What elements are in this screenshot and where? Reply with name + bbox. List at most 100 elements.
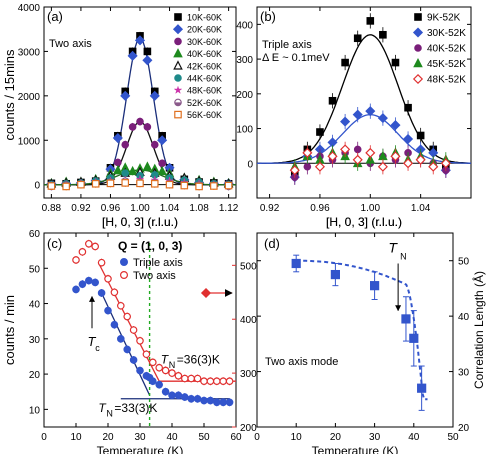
panel-label: (b) (260, 9, 276, 24)
x-tick-label: 0.92 (71, 203, 91, 214)
data-point (123, 345, 132, 354)
y-tick-label: 0 (34, 181, 40, 192)
x-tick-label: 1.00 (361, 203, 381, 214)
legend-label: 48K-52K (427, 75, 466, 86)
data-point (353, 34, 362, 43)
data-point (77, 180, 85, 189)
data-point (352, 109, 363, 120)
y-tick-label: 400 (236, 20, 253, 31)
data-point (110, 288, 119, 297)
legend-label: Two axis (133, 270, 176, 282)
data-point (91, 179, 100, 188)
data-point (330, 269, 340, 280)
y-tick-label: 1000 (18, 136, 41, 147)
data-point (106, 179, 115, 188)
data-point (142, 161, 153, 171)
y-tick-label: 2000 (18, 92, 41, 103)
data-point (206, 396, 215, 405)
legend-marker (119, 258, 128, 267)
tn-label: T (161, 353, 170, 367)
q-annotation: Q = (1, 0, 3) (118, 239, 182, 253)
plot-frame (256, 6, 472, 199)
x-tick-label: 1.04 (160, 203, 180, 214)
x-axis-label: Temperature (K) (312, 444, 399, 454)
data-point (213, 398, 221, 407)
data-point (440, 158, 451, 169)
data-point (303, 162, 312, 171)
y-tick-label: 20 (29, 370, 41, 381)
data-point (379, 30, 387, 39)
panel-c: 0 10 20 30 40 50 60 10 20 30 40 50 60 Temperature (K)… (29, 229, 257, 454)
x-tick-label: 0 (41, 432, 47, 443)
legend-label: 42K-60K (187, 61, 222, 71)
data-point (97, 289, 106, 297)
data-point (136, 366, 144, 375)
data-point (91, 278, 100, 287)
x-tick-label: 1.12 (219, 203, 239, 214)
tn-value: =33(3)K (114, 401, 157, 415)
data-point (316, 128, 324, 136)
y2-tick-label: 300 (240, 369, 257, 380)
y-tick-label: 20 (458, 423, 470, 434)
data-point (47, 182, 56, 190)
data-point (161, 387, 170, 396)
data-point (365, 106, 376, 117)
data-point (120, 90, 131, 101)
panel-b: 0.92 0.96 1.00 1.04 0 100 200 300 400 [H, 0, 3] (… (236, 6, 472, 229)
x-tick-label: 0.96 (310, 203, 330, 214)
data-point (149, 358, 157, 367)
data-point (149, 90, 160, 101)
panel-annotation: Two axis mode (265, 356, 338, 368)
data-point (225, 398, 234, 407)
data-point (155, 363, 164, 372)
data-point (224, 181, 233, 190)
data-point (155, 380, 164, 389)
data-point (353, 145, 362, 154)
data-point (187, 374, 196, 383)
data-point (200, 377, 208, 385)
legend-marker-half (174, 102, 182, 106)
panel-label: (d) (264, 236, 280, 251)
y-tick-label: 60 (29, 229, 41, 240)
data-point (174, 391, 183, 400)
data-point (157, 135, 168, 146)
y-tick-label: 10 (29, 405, 41, 416)
legend-marker (413, 57, 423, 68)
legend-label: 48K-60K (187, 86, 222, 96)
tn-label: T (98, 401, 107, 415)
guide-curve (296, 259, 428, 401)
tc-label: T (88, 334, 97, 349)
data-point (328, 96, 337, 105)
data-point (340, 144, 351, 155)
legend-marker (119, 271, 128, 280)
data-point (174, 372, 183, 380)
x-tick-label: 40 (408, 432, 420, 443)
legend-label: Triple axis (133, 257, 183, 269)
data-point (417, 383, 427, 393)
legend-marker (173, 85, 183, 94)
panel-label: (c) (47, 236, 62, 251)
data-point (121, 179, 130, 187)
data-point (117, 301, 125, 310)
data-point (403, 158, 414, 169)
panel-annotation: Triple axis (262, 39, 312, 51)
legend-marker (412, 27, 424, 38)
legend-marker (174, 37, 182, 46)
data-point (136, 117, 144, 126)
x-axis-label: Temperature (K) (97, 444, 184, 454)
x-tick-label: 30 (369, 432, 381, 443)
y-tick-label: 50 (458, 257, 470, 268)
panel-label: (a) (47, 9, 63, 24)
data-point (117, 335, 125, 343)
tn-value: =36(3)K (177, 353, 220, 367)
fit-curve (257, 114, 471, 164)
y-tick-label: 0 (247, 159, 253, 170)
data-point (213, 377, 221, 385)
x-tick-label: 0.88 (42, 203, 62, 214)
data-point (377, 113, 388, 124)
data-point (416, 131, 425, 140)
data-point (200, 396, 208, 405)
data-point (366, 17, 375, 25)
x-tick-label: 10 (70, 432, 82, 443)
data-point (340, 116, 351, 127)
